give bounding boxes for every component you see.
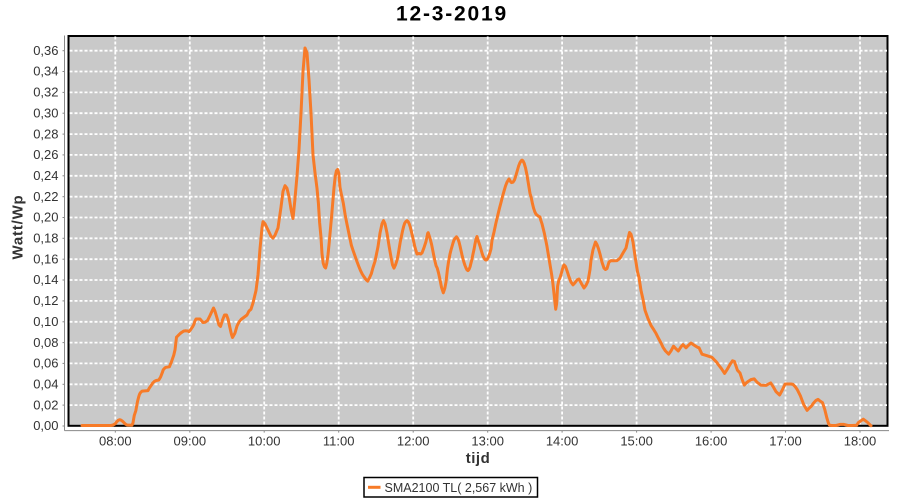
svg-text:Watt/Wp: Watt/Wp: [9, 194, 26, 259]
svg-text:0,08: 0,08: [33, 335, 58, 350]
svg-text:0,18: 0,18: [33, 231, 58, 246]
svg-text:0,30: 0,30: [33, 106, 58, 121]
svg-text:11:00: 11:00: [323, 434, 355, 449]
svg-text:17:00: 17:00: [769, 434, 802, 449]
svg-text:SMA2100 TL( 2,567 kWh ): SMA2100 TL( 2,567 kWh ): [385, 481, 533, 495]
svg-text:13:00: 13:00: [471, 434, 504, 449]
svg-text:0,26: 0,26: [33, 147, 58, 162]
svg-text:0,04: 0,04: [33, 377, 58, 392]
svg-text:0,02: 0,02: [33, 397, 58, 412]
svg-text:18:00: 18:00: [844, 434, 877, 449]
svg-text:09:00: 09:00: [174, 434, 207, 449]
svg-text:12:00: 12:00: [397, 434, 430, 449]
svg-text:0,28: 0,28: [33, 126, 58, 141]
svg-text:0,34: 0,34: [33, 64, 58, 79]
svg-text:10:00: 10:00: [248, 434, 281, 449]
svg-text:08:00: 08:00: [99, 434, 132, 449]
svg-text:15:00: 15:00: [620, 434, 653, 449]
svg-text:tijd: tijd: [466, 450, 491, 467]
svg-text:0,24: 0,24: [33, 168, 58, 183]
svg-text:0,16: 0,16: [33, 251, 58, 266]
svg-text:0,36: 0,36: [33, 43, 58, 58]
svg-text:0,00: 0,00: [33, 418, 58, 433]
svg-text:14:00: 14:00: [546, 434, 579, 449]
svg-text:12-3-2019: 12-3-2019: [396, 3, 508, 26]
svg-text:0,20: 0,20: [33, 210, 58, 225]
svg-text:0,32: 0,32: [33, 85, 58, 100]
svg-text:0,06: 0,06: [33, 356, 58, 371]
svg-text:0,12: 0,12: [33, 293, 58, 308]
svg-text:0,22: 0,22: [33, 189, 58, 204]
svg-text:0,10: 0,10: [33, 314, 58, 329]
svg-text:16:00: 16:00: [695, 434, 728, 449]
svg-text:0,14: 0,14: [33, 272, 58, 287]
